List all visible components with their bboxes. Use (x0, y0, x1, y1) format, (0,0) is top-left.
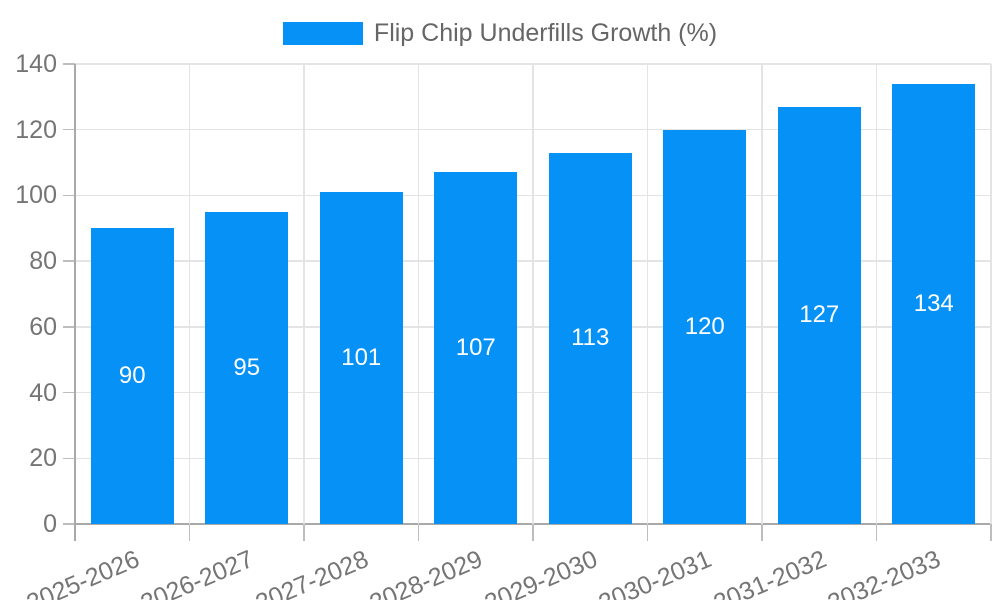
y-axis-tick-mark (63, 326, 75, 328)
y-axis-tick-label: 20 (29, 444, 57, 473)
gridline-vertical (990, 64, 992, 524)
y-axis-tick-label: 120 (15, 115, 57, 144)
bar (319, 192, 403, 524)
y-axis-tick-label: 140 (15, 50, 57, 78)
bar-value-label: 90 (118, 362, 146, 390)
bar-value-label: 95 (233, 353, 261, 381)
bar-value-label: 127 (799, 301, 840, 329)
x-axis-tick-label: 2032-2033 (634, 545, 945, 600)
gridline-vertical (188, 64, 191, 524)
legend-item[interactable]: Flip Chip Underfills Growth (%) (282, 19, 718, 48)
bar (777, 106, 861, 524)
y-axis-tick-label: 0 (43, 510, 57, 538)
gridline-vertical (532, 64, 534, 524)
x-axis-tick-mark (532, 524, 534, 541)
bar (548, 152, 632, 524)
y-axis-tick-label: 80 (29, 247, 57, 276)
bar-value-label: 101 (341, 344, 382, 372)
gridline-vertical (303, 64, 305, 524)
gridline-vertical (417, 64, 420, 524)
x-axis-tick-mark (74, 524, 76, 541)
x-axis-tick-mark (303, 524, 305, 541)
gridline-vertical (74, 64, 76, 524)
x-axis-tick-mark (188, 524, 191, 541)
y-axis-tick-mark (63, 457, 75, 460)
bar (434, 172, 518, 524)
x-axis-tick-mark (990, 524, 992, 541)
y-axis-tick-mark (63, 63, 75, 65)
bar-value-label: 120 (684, 312, 725, 340)
bar-value-label: 113 (571, 324, 610, 352)
gridline-vertical (875, 64, 878, 524)
bar (90, 228, 174, 524)
gridline-vertical (761, 64, 763, 524)
y-axis-tick-mark (63, 391, 75, 394)
bar-value-label: 107 (455, 334, 496, 362)
x-axis-tick-mark (875, 524, 878, 541)
bar (892, 83, 976, 524)
x-axis-tick-mark (761, 524, 763, 541)
bar (205, 211, 289, 524)
y-axis-tick-mark (63, 523, 75, 525)
x-axis-tick-label-text: 2032-2033 (823, 545, 945, 600)
bar-value-label: 134 (913, 289, 954, 317)
bar (663, 129, 747, 524)
x-axis-tick-mark (417, 524, 420, 541)
y-axis-tick-mark (63, 128, 75, 131)
y-axis-tick-label: 40 (29, 378, 57, 407)
legend-color-swatch (282, 22, 363, 45)
gridline-vertical (646, 64, 649, 524)
chart-legend: Flip Chip Underfills Growth (%) (0, 19, 1000, 48)
y-axis-tick-label: 60 (29, 312, 57, 341)
x-axis-tick-mark (646, 524, 649, 541)
legend-label: Flip Chip Underfills Growth (%) (373, 19, 718, 47)
y-axis-tick-mark (63, 194, 75, 197)
y-axis-tick-mark (63, 260, 75, 262)
y-axis-tick-label: 100 (15, 181, 57, 210)
